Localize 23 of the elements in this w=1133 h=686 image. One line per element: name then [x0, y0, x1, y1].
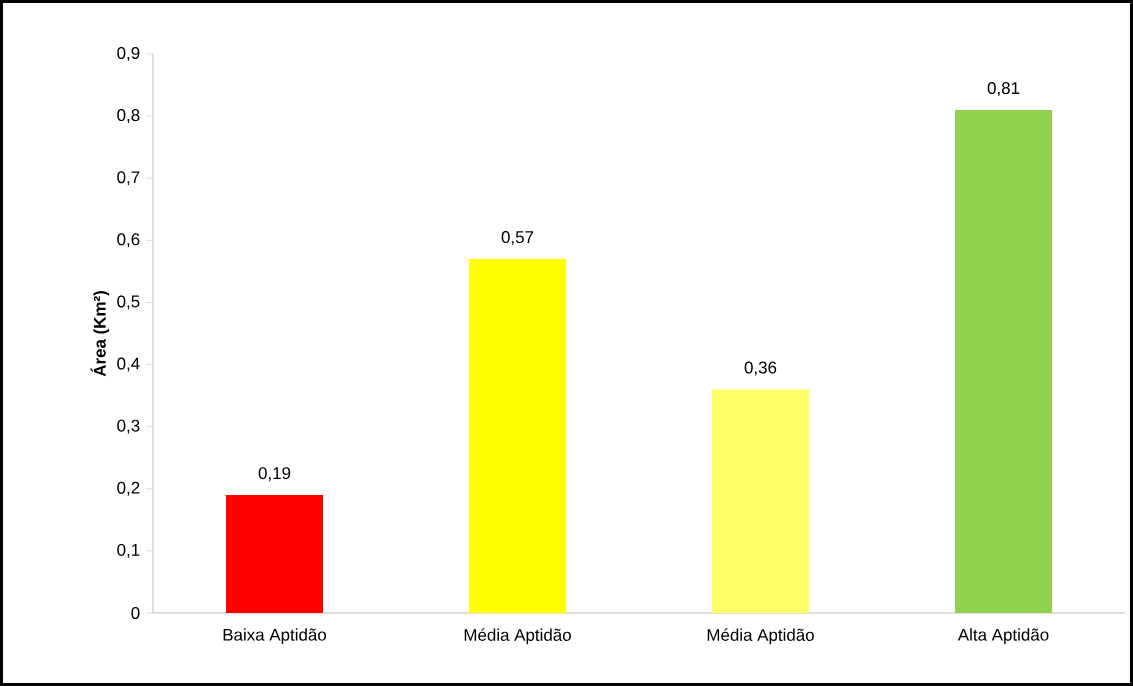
bar: [712, 389, 810, 613]
bar: [226, 494, 324, 613]
y-tick-label: 0,5: [117, 295, 140, 310]
y-tick-label: 0: [131, 606, 140, 619]
y-axis-title: Área (Km²): [90, 291, 110, 377]
y-tick-label: 0,1: [117, 543, 140, 558]
x-tick-label: Baixa Aptidão: [223, 628, 327, 645]
data-label: 0,81: [987, 82, 1020, 97]
data-label: 0,36: [744, 361, 777, 376]
y-tick-label: 0,9: [117, 46, 140, 61]
x-tick-label: Alta Aptidão: [957, 628, 1049, 645]
x-tick-label: Média Aptidão: [464, 628, 571, 645]
y-tick-label: 0,2: [117, 481, 140, 496]
y-tick-label: 0,8: [117, 109, 140, 124]
x-tick-label: Média Aptidão: [707, 628, 814, 645]
y-tick-label: 0,3: [117, 419, 140, 434]
y-tick-label: 0,6: [117, 233, 140, 248]
data-label: 0,57: [501, 231, 534, 246]
y-tick-label: 0,4: [117, 357, 140, 372]
data-label: 0,19: [258, 467, 291, 482]
bar: [955, 109, 1053, 613]
bar: [469, 258, 567, 613]
y-tick-label: 0,7: [117, 171, 140, 186]
